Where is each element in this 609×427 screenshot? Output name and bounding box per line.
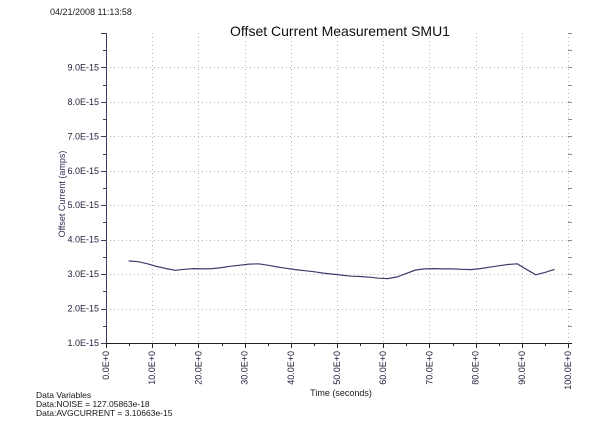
x-tick-label: 40.0E+0 xyxy=(286,351,296,385)
data-avgcurrent-value: Data:AVGCURRENT = 3.10663e-15 xyxy=(36,408,173,418)
data-variables-heading: Data Variables xyxy=(36,390,92,400)
x-axis-label: Time (seconds) xyxy=(310,388,372,398)
x-tick-label: 70.0E+0 xyxy=(424,351,434,385)
data-variables-block: Data Variables Data:NOISE = 127.05863e-1… xyxy=(36,391,172,418)
x-tick-label: 80.0E+0 xyxy=(471,351,481,385)
x-tick-label: 90.0E+0 xyxy=(517,351,527,385)
x-tick-label: 100.0E+0 xyxy=(563,351,573,390)
y-tick-label: 9.0E-15 xyxy=(67,62,99,72)
y-tick-label: 8.0E-15 xyxy=(67,97,99,107)
x-tick-label: 0.0E+0 xyxy=(101,351,111,380)
y-tick-label: 1.0E-15 xyxy=(67,338,99,348)
y-tick-label: 3.0E-15 xyxy=(67,269,99,279)
y-tick-label: 2.0E-15 xyxy=(67,304,99,314)
x-tick-label: 60.0E+0 xyxy=(378,351,388,385)
y-tick-label: 6.0E-15 xyxy=(67,166,99,176)
x-tick-label: 10.0E+0 xyxy=(147,351,157,385)
x-tick-label: 20.0E+0 xyxy=(193,351,203,385)
data-line xyxy=(128,260,555,280)
x-tick-label: 30.0E+0 xyxy=(240,351,250,385)
y-tick-label: 7.0E-15 xyxy=(67,131,99,141)
timestamp: 04/21/2008 11:13:58 xyxy=(50,7,132,17)
y-tick-label: 4.0E-15 xyxy=(67,235,99,245)
y-axis-label: Offset Current (amps) xyxy=(57,150,67,238)
chart-title: Offset Current Measurement SMU1 xyxy=(230,23,450,39)
y-tick-label: 5.0E-15 xyxy=(67,200,99,210)
x-tick-label: 50.0E+0 xyxy=(332,351,342,385)
data-noise-value: Data:NOISE = 127.05863e-18 xyxy=(36,399,150,409)
